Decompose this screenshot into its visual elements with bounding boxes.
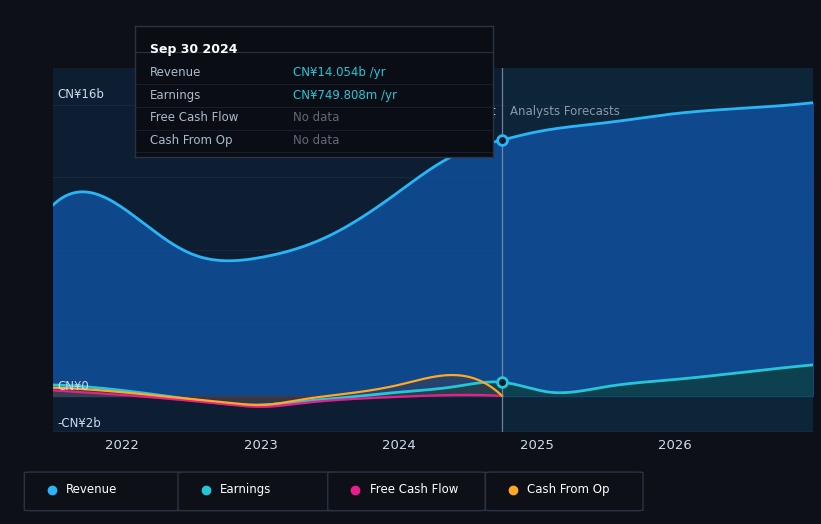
Text: No data: No data (292, 134, 339, 147)
Bar (53, 68, 502, 432)
FancyBboxPatch shape (25, 472, 182, 511)
Text: Earnings: Earnings (220, 484, 271, 496)
FancyBboxPatch shape (178, 472, 336, 511)
Text: -CN¥2b: -CN¥2b (57, 417, 101, 430)
Text: Cash From Op: Cash From Op (149, 134, 232, 147)
Text: CN¥0: CN¥0 (57, 380, 89, 393)
Text: CN¥14.054b /yr: CN¥14.054b /yr (292, 66, 385, 79)
Text: Sep 30 2024: Sep 30 2024 (149, 43, 237, 56)
Text: Past: Past (472, 105, 497, 118)
Text: CN¥749.808m /yr: CN¥749.808m /yr (292, 89, 397, 102)
Text: Free Cash Flow: Free Cash Flow (149, 112, 238, 124)
Text: Earnings: Earnings (149, 89, 201, 102)
Text: Cash From Op: Cash From Op (527, 484, 610, 496)
Text: No data: No data (292, 112, 339, 124)
Bar (502, 68, 813, 432)
FancyBboxPatch shape (328, 472, 485, 511)
Text: CN¥16b: CN¥16b (57, 88, 104, 101)
Text: Analysts Forecasts: Analysts Forecasts (511, 105, 621, 118)
Text: Free Cash Flow: Free Cash Flow (369, 484, 458, 496)
FancyBboxPatch shape (485, 472, 643, 511)
Text: Revenue: Revenue (66, 484, 117, 496)
Text: Revenue: Revenue (149, 66, 201, 79)
